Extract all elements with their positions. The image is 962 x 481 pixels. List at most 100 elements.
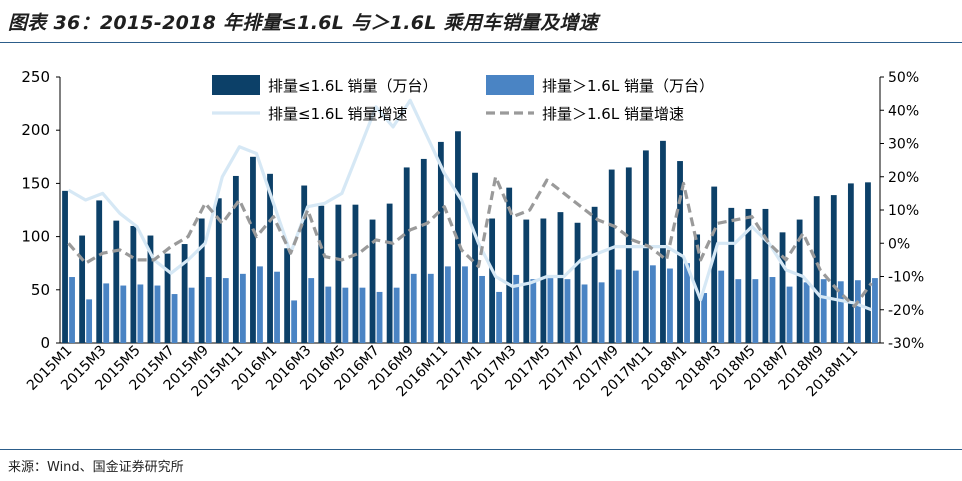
- bar-large-engine: [718, 270, 725, 343]
- bar-large-engine: [496, 291, 503, 343]
- bar-large-engine: [274, 271, 280, 343]
- bar-large-engine: [649, 265, 656, 343]
- bar-large-engine: [547, 278, 554, 343]
- bar-small-engine: [215, 198, 222, 343]
- bar-small-engine: [437, 141, 444, 343]
- left-tick-label: 50: [31, 281, 50, 299]
- right-tick-label: 0%: [888, 236, 910, 252]
- right-tick-label: 10%: [888, 203, 919, 219]
- bar-small-engine: [865, 182, 871, 343]
- bar-small-engine: [420, 158, 427, 343]
- bar-small-engine: [147, 235, 154, 343]
- bar-large-engine: [462, 266, 468, 343]
- bar-small-engine: [745, 208, 752, 343]
- bar-large-engine: [376, 291, 383, 343]
- bar-small-engine: [711, 186, 718, 343]
- bar-large-engine: [615, 269, 622, 343]
- bar-small-engine: [660, 140, 666, 343]
- bar-large-engine: [359, 287, 366, 343]
- bar-small-engine: [728, 207, 735, 343]
- bar-large-engine: [701, 292, 708, 343]
- bar-large-engine: [205, 277, 212, 343]
- right-tick-label: 40%: [888, 103, 919, 119]
- bar-large-engine: [735, 279, 742, 343]
- bar-large-engine: [479, 275, 485, 343]
- bar-small-engine: [540, 218, 547, 343]
- bar-large-engine: [257, 266, 263, 343]
- bar-large-engine: [239, 273, 246, 343]
- bar-large-engine: [564, 279, 571, 343]
- bar-large-engine: [581, 284, 588, 343]
- bar-small-engine: [267, 173, 273, 343]
- legend-label: 排量≤1.6L 销量增速: [268, 105, 408, 123]
- bar-small-engine: [318, 205, 325, 343]
- bar-small-engine: [472, 172, 478, 343]
- line-small-engine-growth: [67, 98, 873, 312]
- bar-small-engine: [301, 185, 308, 343]
- bar-small-engine: [813, 196, 820, 343]
- bar-large-engine: [154, 285, 161, 343]
- bar-large-engine: [667, 268, 673, 343]
- line-large-engine-growth: [67, 175, 873, 308]
- bar-large-engine: [69, 277, 75, 343]
- bar-large-engine: [86, 299, 93, 343]
- bar-large-engine: [325, 286, 332, 343]
- chart-title: 图表 36：2015-2018 年排量≤1.6L 与＞1.6L 乘用车销量及增速: [8, 12, 598, 34]
- bar-large-engine: [171, 294, 178, 343]
- bar-small-engine: [796, 219, 803, 343]
- bar-small-engine: [352, 204, 359, 343]
- bar-small-engine: [113, 220, 120, 343]
- bar-small-engine: [830, 195, 837, 343]
- bar-large-engine: [598, 282, 605, 343]
- right-tick-label: 30%: [888, 137, 919, 153]
- bar-small-engine: [284, 248, 291, 343]
- bar-small-engine: [489, 218, 496, 343]
- bar-small-engine: [625, 167, 632, 343]
- bar-large-engine: [410, 273, 417, 343]
- bar-small-engine: [762, 208, 769, 343]
- bar-small-engine: [608, 169, 615, 343]
- bar-large-engine: [291, 300, 298, 343]
- footer-divider: [0, 449, 962, 450]
- bar-small-engine: [164, 253, 171, 343]
- legend-swatch-bar: [212, 75, 260, 95]
- legend-swatch-bar: [486, 75, 534, 95]
- bar-large-engine: [513, 274, 520, 343]
- bar-large-engine: [444, 266, 451, 343]
- bar-large-engine: [342, 287, 349, 343]
- right-tick-label: 50%: [888, 70, 919, 86]
- bar-small-engine: [369, 219, 376, 343]
- right-tick-label: 20%: [888, 170, 919, 186]
- bar-large-engine: [188, 287, 195, 343]
- bar-small-engine: [96, 200, 103, 343]
- bar-small-engine: [523, 219, 530, 343]
- bar-small-engine: [847, 183, 854, 343]
- bar-small-engine: [403, 167, 410, 343]
- right-tick-label: -20%: [888, 303, 924, 319]
- source-note: 来源：Wind、国金证券研究所: [8, 460, 184, 475]
- bar-small-engine: [198, 218, 205, 343]
- bar-small-engine: [79, 235, 86, 343]
- legend-label: 排量＞1.6L 销量（万台）: [542, 77, 714, 95]
- bar-small-engine: [130, 225, 137, 343]
- bar-small-engine: [232, 175, 239, 343]
- left-tick-label: 150: [21, 174, 50, 192]
- bar-small-engine: [779, 232, 786, 343]
- bar-large-engine: [137, 284, 144, 343]
- left-tick-label: 200: [21, 121, 50, 139]
- bar-large-engine: [632, 270, 639, 343]
- bar-large-engine: [872, 278, 878, 343]
- legend-label: 排量＞1.6L 销量增速: [542, 105, 684, 123]
- bar-large-engine: [684, 263, 690, 343]
- bar-small-engine: [386, 203, 393, 343]
- legend-label: 排量≤1.6L 销量（万台）: [268, 77, 438, 95]
- bar-large-engine: [222, 278, 229, 343]
- bar-large-engine: [837, 281, 844, 343]
- left-tick-label: 0: [40, 334, 50, 352]
- bar-large-engine: [786, 286, 793, 343]
- right-tick-label: -30%: [888, 336, 924, 352]
- bar-large-engine: [530, 279, 537, 343]
- left-tick-label: 100: [21, 228, 50, 246]
- bar-large-engine: [820, 279, 827, 343]
